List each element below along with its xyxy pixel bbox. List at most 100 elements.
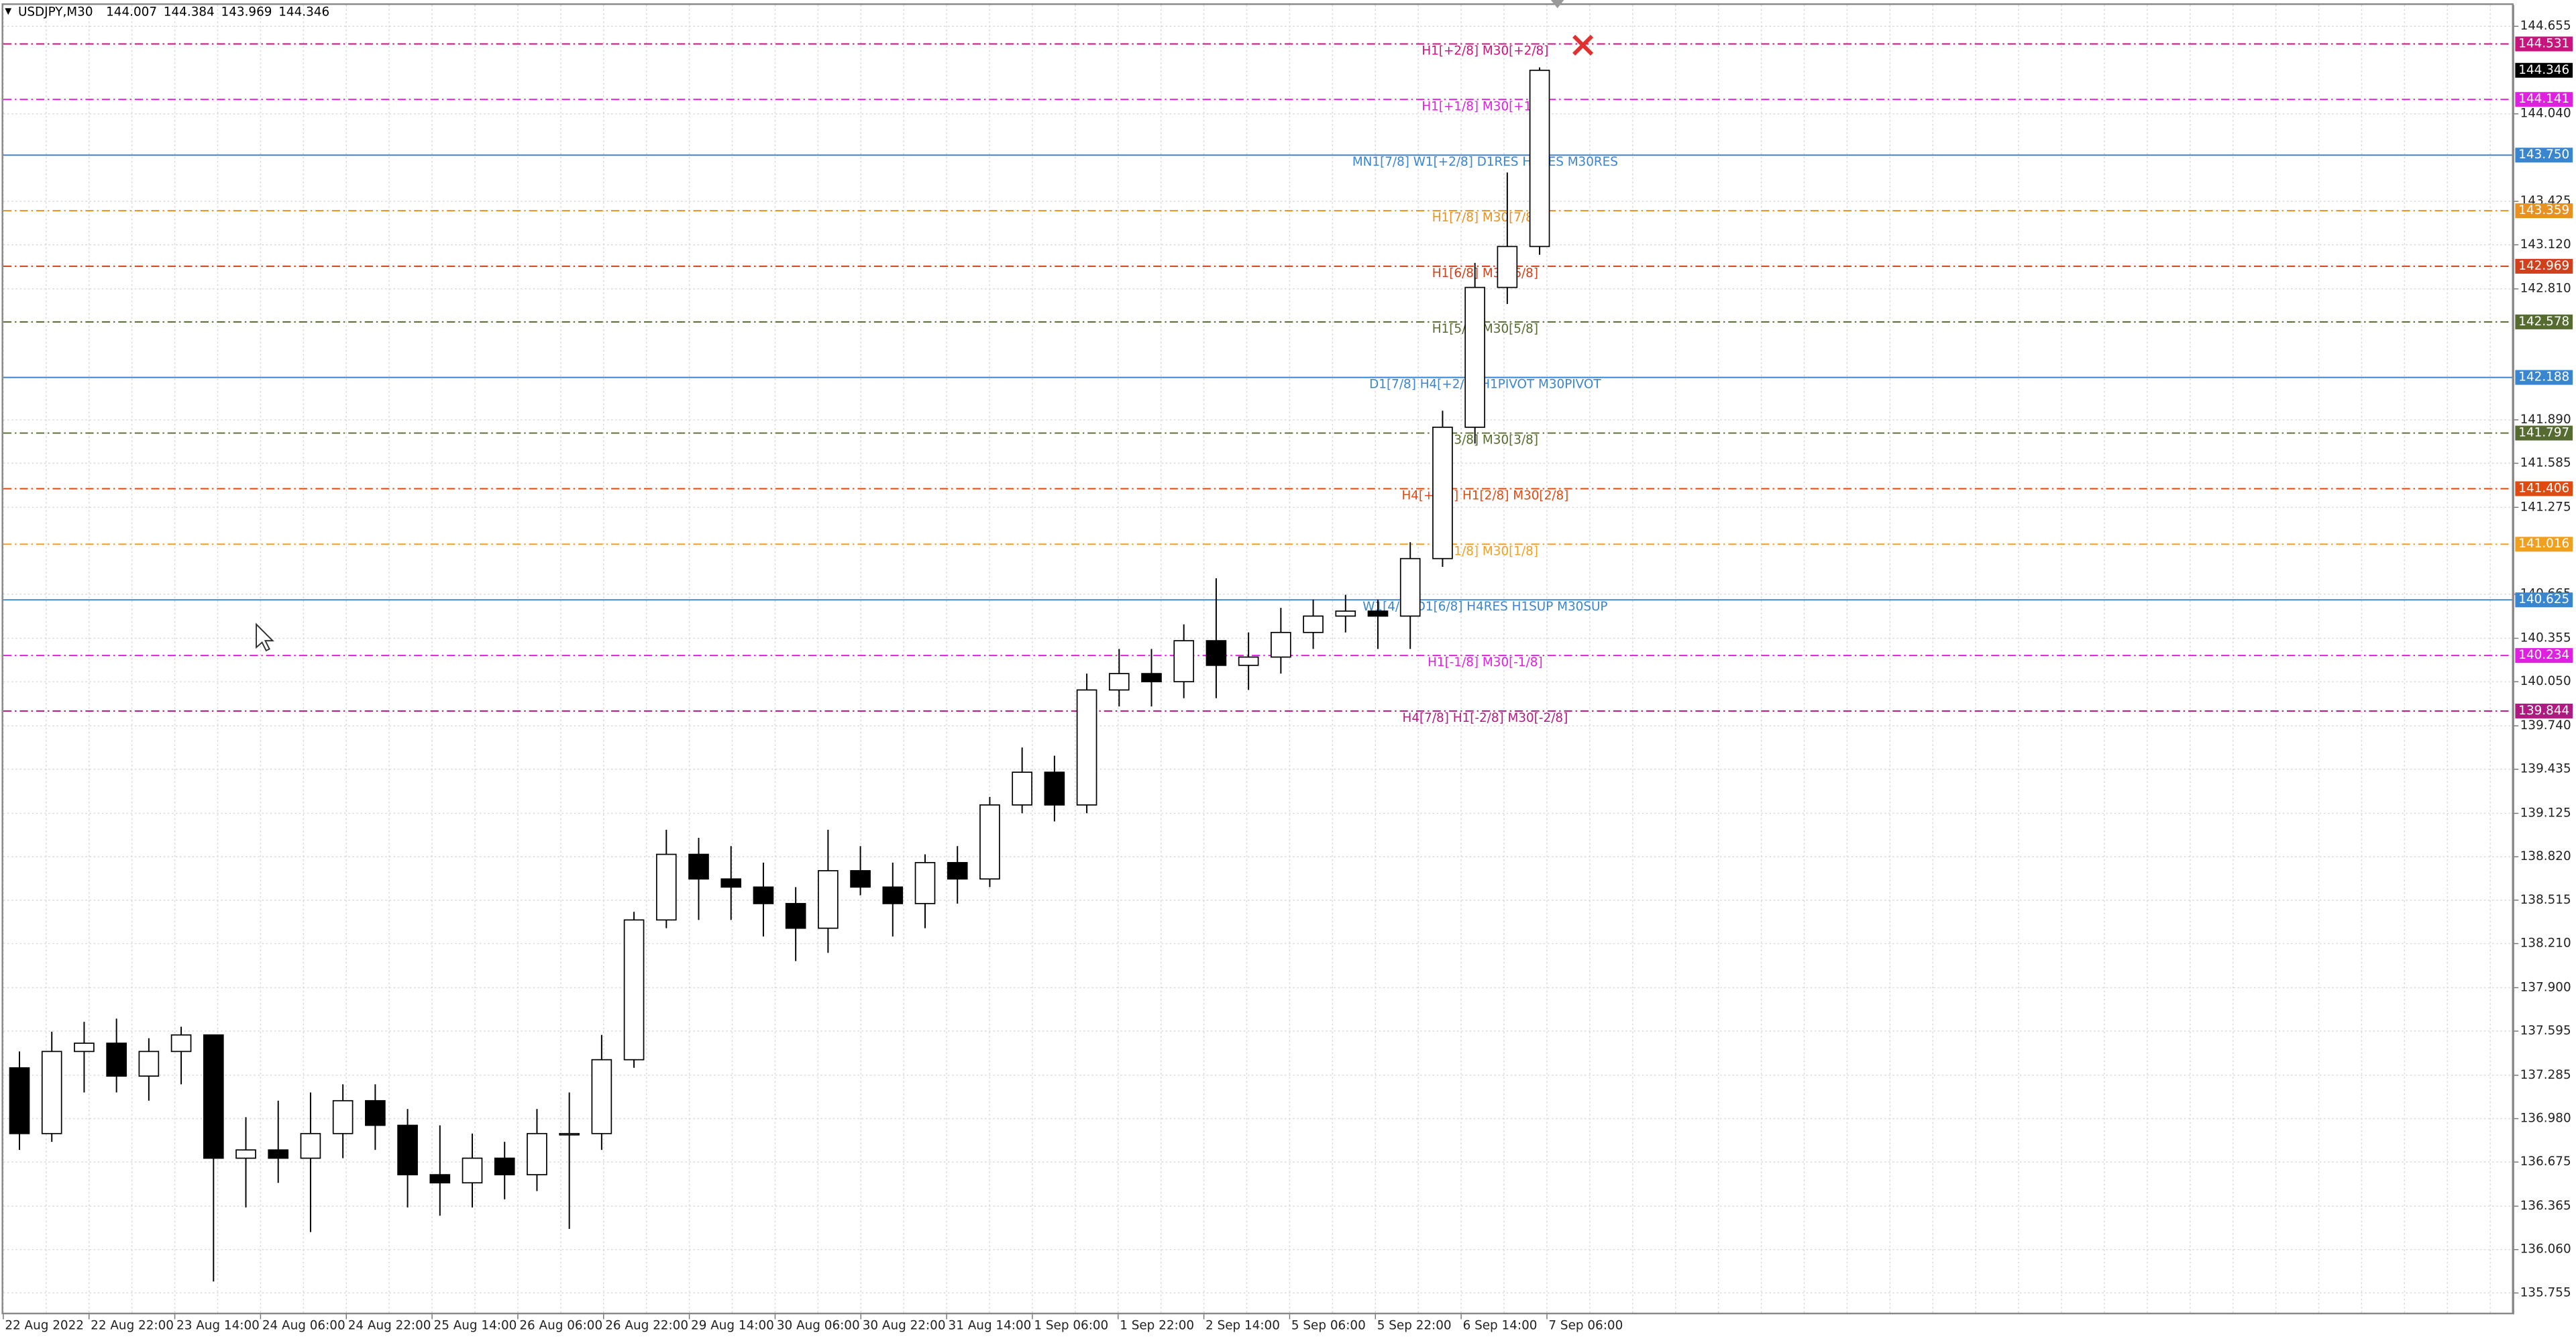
- y-tick-label: 135.755: [2520, 1285, 2571, 1299]
- candle-body: [655, 853, 677, 921]
- y-tick-label: 138.210: [2520, 936, 2571, 951]
- x-tick-label: 22 Aug 2022: [5, 1318, 84, 1332]
- x-tick-label: 25 Aug 14:00: [434, 1318, 517, 1332]
- candle-body: [1497, 246, 1518, 288]
- candle-body: [623, 919, 645, 1061]
- level-price-tag: 141.797: [2518, 426, 2569, 440]
- level-price-tag-bg: [2515, 481, 2573, 496]
- candle-body: [300, 1132, 321, 1159]
- x-tick-label: 5 Sep 06:00: [1291, 1318, 1366, 1332]
- level-price-tag: 141.016: [2518, 537, 2569, 551]
- x-tick-label: 30 Aug 22:00: [863, 1318, 946, 1332]
- candle-body: [914, 861, 936, 904]
- y-tick-label: 137.900: [2520, 980, 2571, 994]
- candle-body: [979, 804, 1000, 880]
- candle-body: [1464, 286, 1485, 428]
- level-label: H4[7/8] H1[-2/8] M30[-2/8]: [1403, 711, 1568, 725]
- candle-body: [1238, 656, 1259, 666]
- x-tick-label: 1 Sep 06:00: [1034, 1318, 1108, 1332]
- grid: [3, 5, 2514, 1315]
- plot-frame: [1, 3, 2514, 1315]
- x-tick-label: 2 Sep 14:00: [1205, 1318, 1280, 1332]
- y-tick-label: 140.050: [2520, 674, 2571, 688]
- candle-body: [494, 1157, 515, 1175]
- y-tick-label: 136.675: [2520, 1155, 2571, 1169]
- candle-body: [1108, 673, 1130, 691]
- x-tick-label: 22 Aug 22:00: [91, 1318, 174, 1332]
- x-tick-label: 26 Aug 06:00: [519, 1318, 602, 1332]
- level-price-tag-bg: [2515, 537, 2573, 552]
- y-tick-label: 138.820: [2520, 849, 2571, 863]
- candle-body: [753, 886, 774, 904]
- candle-body: [785, 903, 806, 929]
- candle-body: [106, 1042, 127, 1077]
- level-price-tag: 143.750: [2518, 148, 2569, 162]
- y-tick-label: 136.980: [2520, 1112, 2571, 1126]
- level-price-tag-bg: [2515, 314, 2573, 329]
- level-price-tag-bg: [2515, 425, 2573, 441]
- candle-body: [41, 1051, 62, 1134]
- level-price-tag: 142.969: [2518, 259, 2569, 273]
- candle-body: [203, 1034, 224, 1159]
- candle-body: [1012, 771, 1032, 806]
- y-tick-label: 137.595: [2520, 1024, 2571, 1038]
- level-price-tag: 140.234: [2518, 648, 2569, 662]
- x-tick-label: 29 Aug 14:00: [691, 1318, 774, 1332]
- levels: H1[+2/8] M30[+2/8] H1[+1/8] M30[+1/8] MN1[…: [3, 43, 2514, 725]
- candle-body: [559, 1132, 580, 1136]
- current-price-tag: 144.346: [2518, 63, 2569, 77]
- candle-body: [1044, 771, 1065, 806]
- candle-body: [818, 870, 839, 929]
- level-label: H1[+1/8] M30[+1/8]: [1421, 99, 1548, 113]
- level-price-tag: 139.844: [2518, 704, 2569, 718]
- candle-body: [9, 1067, 30, 1134]
- x-tick-label: 26 Aug 22:00: [605, 1318, 688, 1332]
- level-price-tag: 140.625: [2518, 592, 2569, 606]
- x-tick-label: 31 Aug 14:00: [949, 1318, 1032, 1332]
- axes: 144.655144.040143.425143.120142.810141.8…: [3, 5, 2573, 1332]
- high-price: 144.384: [164, 5, 215, 19]
- y-tick-label: 140.355: [2520, 631, 2571, 645]
- level-price-tag: 144.141: [2518, 92, 2569, 106]
- candle-body: [235, 1149, 256, 1159]
- candle-body: [591, 1059, 612, 1134]
- level-price-tag-bg: [2515, 592, 2573, 608]
- mouse-cursor: [256, 623, 274, 652]
- level-label: H1[-1/8] M30[-1/8]: [1428, 655, 1543, 670]
- level-price-tag: 144.531: [2518, 37, 2569, 51]
- y-tick-label: 137.285: [2520, 1068, 2571, 1082]
- level-price-tag-bg: [2515, 648, 2573, 663]
- y-tick-label: 139.435: [2520, 762, 2571, 776]
- candle-body: [1335, 610, 1356, 617]
- symbol-menu-icon[interactable]: [5, 8, 12, 15]
- level-label: D1[7/8] H4[+2/8] H1PIVOT M30PIVOT: [1369, 378, 1601, 392]
- level-price-tag-bg: [2515, 258, 2573, 274]
- candle-body: [1303, 615, 1324, 633]
- y-tick-label: 139.125: [2520, 806, 2571, 820]
- close-marker-stroke: [1572, 34, 1594, 56]
- candles: [9, 67, 1550, 1282]
- level-label: H1[6/8] M30[6/8]: [1432, 266, 1538, 280]
- candle-body: [882, 886, 904, 904]
- shift-marker: [1550, 0, 1564, 9]
- level-price-tag-bg: [2515, 92, 2573, 107]
- candle-body: [1432, 426, 1453, 559]
- close-price: 144.346: [278, 5, 329, 19]
- level-label: H1[+2/8] M30[+2/8]: [1421, 44, 1548, 58]
- open-price: 144.007: [106, 5, 157, 19]
- candle-body: [1529, 69, 1550, 248]
- y-tick-label: 136.365: [2520, 1199, 2571, 1213]
- candle-body: [1141, 673, 1162, 683]
- x-tick-label: 7 Sep 06:00: [1548, 1318, 1623, 1332]
- level-price-tag: 143.359: [2518, 203, 2569, 217]
- level-label: H1[7/8] M30[7/8]: [1432, 211, 1538, 225]
- close-marker[interactable]: [1572, 34, 1594, 56]
- candle-body: [74, 1042, 95, 1053]
- candle-body: [1367, 610, 1389, 617]
- candle-body: [268, 1149, 289, 1159]
- level-price-tag-bg: [2515, 370, 2573, 385]
- current-price-tag-bg: [2515, 62, 2573, 78]
